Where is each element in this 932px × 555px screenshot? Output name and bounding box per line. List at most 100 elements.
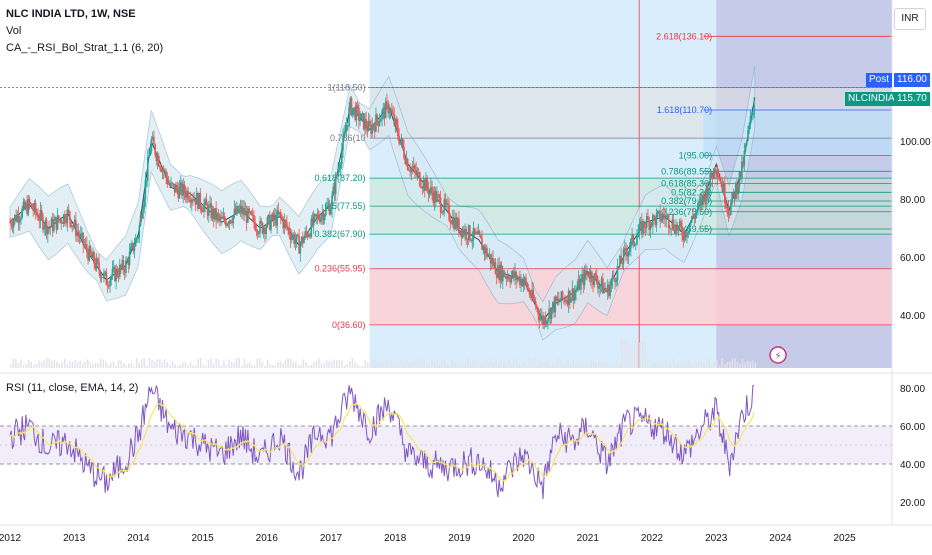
candle-body-122 (158, 155, 160, 167)
candle-body-529 (654, 217, 657, 225)
candle-body-247 (310, 218, 313, 237)
candle-body-20 (33, 203, 36, 212)
candle-body-481 (595, 275, 598, 283)
currency-button[interactable]: INR (894, 8, 926, 30)
volume-bar (564, 360, 567, 368)
candle-body-553 (683, 231, 686, 241)
candle-body-229 (288, 228, 291, 235)
candle-body-311 (388, 112, 391, 114)
candle-body-155 (198, 192, 200, 209)
volume-bar (164, 358, 166, 368)
volume-bar (739, 363, 741, 368)
candle-body-53 (73, 219, 76, 226)
candle-body-449 (556, 298, 559, 301)
candle-body-351 (437, 194, 439, 196)
candle-body-352 (438, 195, 441, 198)
candle-body-157 (200, 207, 203, 211)
candle-body-304 (380, 119, 382, 122)
volume-bar (433, 361, 436, 368)
candle-body-478 (592, 281, 594, 285)
candle-body-203 (256, 230, 259, 235)
volume-bar (533, 358, 536, 368)
candle-body-227 (286, 222, 288, 228)
volume-bar (94, 362, 97, 368)
candle-body-162 (206, 205, 209, 216)
volume-bar (38, 360, 40, 368)
candle-body-267 (334, 175, 337, 194)
fib-label-right-2: 1(95.00) (679, 151, 713, 161)
rsi-label: RSI (11, close, EMA, 14, 2) (6, 382, 139, 394)
candle-body-568 (702, 195, 704, 206)
volume-bar (451, 358, 454, 368)
candle-body-258 (323, 214, 326, 221)
volume-bar (338, 360, 341, 368)
volume-bar (680, 364, 682, 368)
volume-bar (410, 362, 413, 368)
volume-bar (495, 359, 497, 368)
candle-body-74 (99, 270, 102, 279)
fib-label-left-5: 0.236(55.95) (314, 264, 365, 274)
candle-body-494 (611, 275, 614, 282)
candle-body-392 (487, 255, 489, 257)
candle-body-225 (283, 220, 286, 229)
x-tick-12: 2024 (769, 533, 792, 544)
candle-body-348 (433, 190, 436, 204)
candle-body-95 (125, 260, 127, 273)
volume-bar (603, 361, 605, 368)
candle-body-580 (716, 170, 719, 177)
candle-body-65 (88, 246, 91, 261)
candle-body-381 (473, 228, 476, 234)
candle-body-537 (664, 216, 666, 220)
volume-bar (754, 362, 757, 368)
volume-bar (112, 361, 115, 368)
volume-bar (110, 362, 112, 368)
symbol-label-tag: NLCINDIA (845, 92, 898, 106)
candle-body-148 (189, 200, 192, 203)
candle-body-454 (562, 298, 565, 300)
candle-body-382 (475, 232, 477, 234)
candle-body-37 (54, 217, 56, 222)
candle-body-132 (170, 182, 172, 186)
volume-bar (289, 359, 292, 368)
candle-body-93 (122, 260, 125, 271)
candle-body-559 (691, 216, 693, 222)
volume-bar (297, 365, 300, 368)
candle-body-376 (467, 225, 470, 241)
candle-body-516 (638, 224, 641, 233)
candle-body-223 (281, 216, 283, 219)
candle-body-450 (558, 298, 560, 302)
candle-body-605 (747, 130, 749, 141)
candle-body-336 (419, 172, 421, 186)
volume-bar (328, 360, 330, 368)
candle-body-506 (626, 252, 629, 257)
candle-body-268 (336, 175, 338, 176)
candle-body-418 (519, 276, 521, 285)
volume-bar (372, 360, 374, 368)
candle-body-527 (652, 215, 654, 227)
volume-bar (300, 364, 302, 368)
candle-body-323 (403, 146, 405, 158)
candle-body-11 (22, 201, 25, 209)
volume-bar (459, 362, 461, 368)
candle-body-118 (153, 136, 155, 145)
x-tick-11: 2023 (705, 533, 728, 544)
volume-bar (741, 359, 744, 368)
candle-body-255 (320, 216, 322, 222)
volume-bar (577, 363, 580, 368)
candle-body-63 (86, 244, 88, 252)
volume-bar (598, 358, 600, 368)
candle-body-305 (381, 111, 383, 120)
candle-body-330 (411, 167, 414, 169)
candle-body-167 (212, 208, 215, 220)
candle-body-536 (663, 214, 665, 217)
candle-body-169 (215, 208, 217, 221)
candle-body-414 (514, 271, 516, 278)
candle-body-599 (739, 171, 742, 178)
volume-bar (115, 365, 117, 368)
volume-bar (641, 340, 644, 368)
candle-body-421 (522, 281, 525, 287)
candle-body-354 (441, 211, 443, 213)
candle-body-439 (544, 317, 547, 325)
volume-bar (531, 360, 533, 368)
